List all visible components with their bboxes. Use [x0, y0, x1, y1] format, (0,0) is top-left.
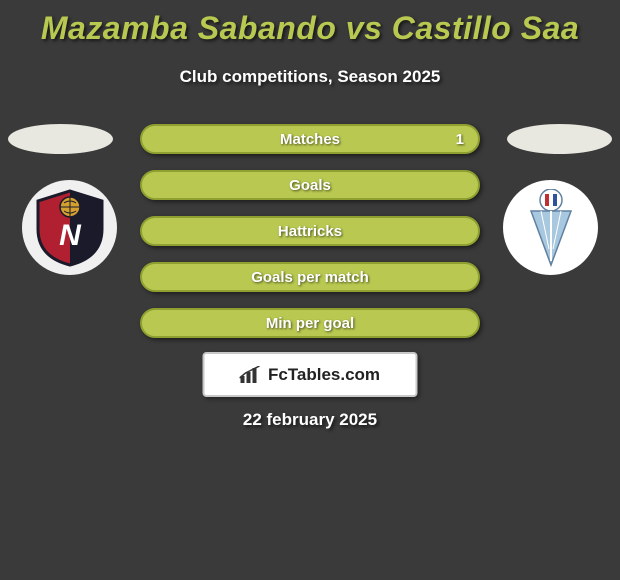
player-photo-right — [507, 124, 612, 154]
shield-icon: N — [34, 189, 106, 267]
stat-row-hattricks: Hattricks — [140, 216, 480, 246]
stat-label: Min per goal — [266, 315, 354, 332]
brand-label: FcTables.com — [268, 365, 380, 385]
stats-rows: Matches 1 Goals Hattricks Goals per matc… — [140, 124, 480, 354]
stat-label: Matches — [280, 131, 340, 148]
stat-label: Goals — [289, 177, 331, 194]
pennant-icon — [521, 189, 581, 267]
stat-row-min-per-goal: Min per goal — [140, 308, 480, 338]
svg-text:N: N — [59, 219, 82, 252]
page-title: Mazamba Sabando vs Castillo Saa — [0, 0, 620, 47]
stat-row-goals: Goals — [140, 170, 480, 200]
stat-label: Goals per match — [251, 269, 369, 286]
stat-row-matches: Matches 1 — [140, 124, 480, 154]
stat-row-goals-per-match: Goals per match — [140, 262, 480, 292]
stat-label: Hattricks — [278, 223, 342, 240]
bar-chart-icon — [240, 366, 262, 384]
player-photo-left — [8, 124, 113, 154]
date-label: 22 february 2025 — [0, 410, 620, 430]
stat-value-right: 1 — [456, 131, 464, 148]
club-badge-left: N — [22, 180, 117, 275]
club-badge-right — [503, 180, 598, 275]
subtitle: Club competitions, Season 2025 — [0, 67, 620, 87]
brand-box: FcTables.com — [203, 352, 418, 397]
